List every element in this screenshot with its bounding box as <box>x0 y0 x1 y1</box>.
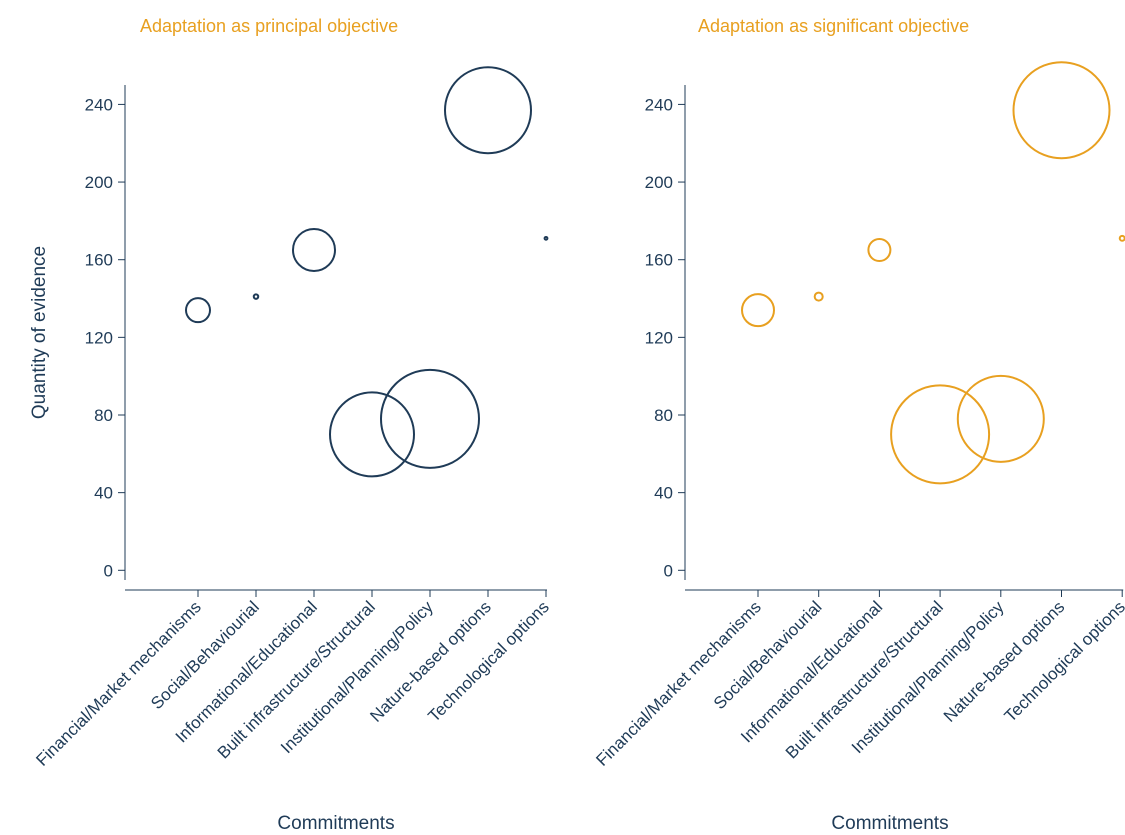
bubble <box>185 297 211 324</box>
bubble <box>956 374 1045 463</box>
bubble <box>867 238 892 262</box>
x-axis-title: Commitments <box>831 813 948 834</box>
bubble <box>741 293 775 328</box>
y-tick-label: 120 <box>645 328 673 347</box>
bubble <box>329 391 415 478</box>
bubble <box>380 368 480 469</box>
y-tick-label: 80 <box>654 406 673 425</box>
y-tick-label: 200 <box>645 173 673 192</box>
chart-title: Adaptation as significant objective <box>698 16 969 36</box>
y-tick-label: 160 <box>85 251 113 270</box>
x-tick-label: Social/Behaviourial <box>710 597 826 713</box>
bubble <box>292 228 336 272</box>
bubble <box>252 293 260 300</box>
x-axis-title: Commitments <box>277 813 394 834</box>
y-axis-title: Quantity of evidence <box>29 246 50 419</box>
y-tick-label: 0 <box>664 561 673 580</box>
bubble <box>1118 234 1125 242</box>
y-tick-label: 40 <box>94 484 113 503</box>
y-tick-label: 120 <box>85 328 113 347</box>
bubble <box>813 291 824 302</box>
y-tick-label: 200 <box>85 173 113 192</box>
y-tick-label: 40 <box>654 484 673 503</box>
bubble <box>890 384 991 485</box>
y-tick-label: 0 <box>104 561 113 580</box>
bubble <box>543 235 549 241</box>
x-tick-label: Nature-based options <box>940 597 1068 725</box>
chart-title: Adaptation as principal objective <box>140 16 398 36</box>
x-tick-label: Social/Behaviourial <box>147 597 263 713</box>
bubble <box>1012 61 1111 160</box>
bubble <box>444 66 532 155</box>
y-tick-label: 80 <box>94 406 113 425</box>
y-tick-label: 240 <box>645 95 673 114</box>
x-tick-label: Technological options <box>1001 597 1125 725</box>
y-tick-label: 240 <box>85 95 113 114</box>
y-tick-label: 160 <box>645 251 673 270</box>
